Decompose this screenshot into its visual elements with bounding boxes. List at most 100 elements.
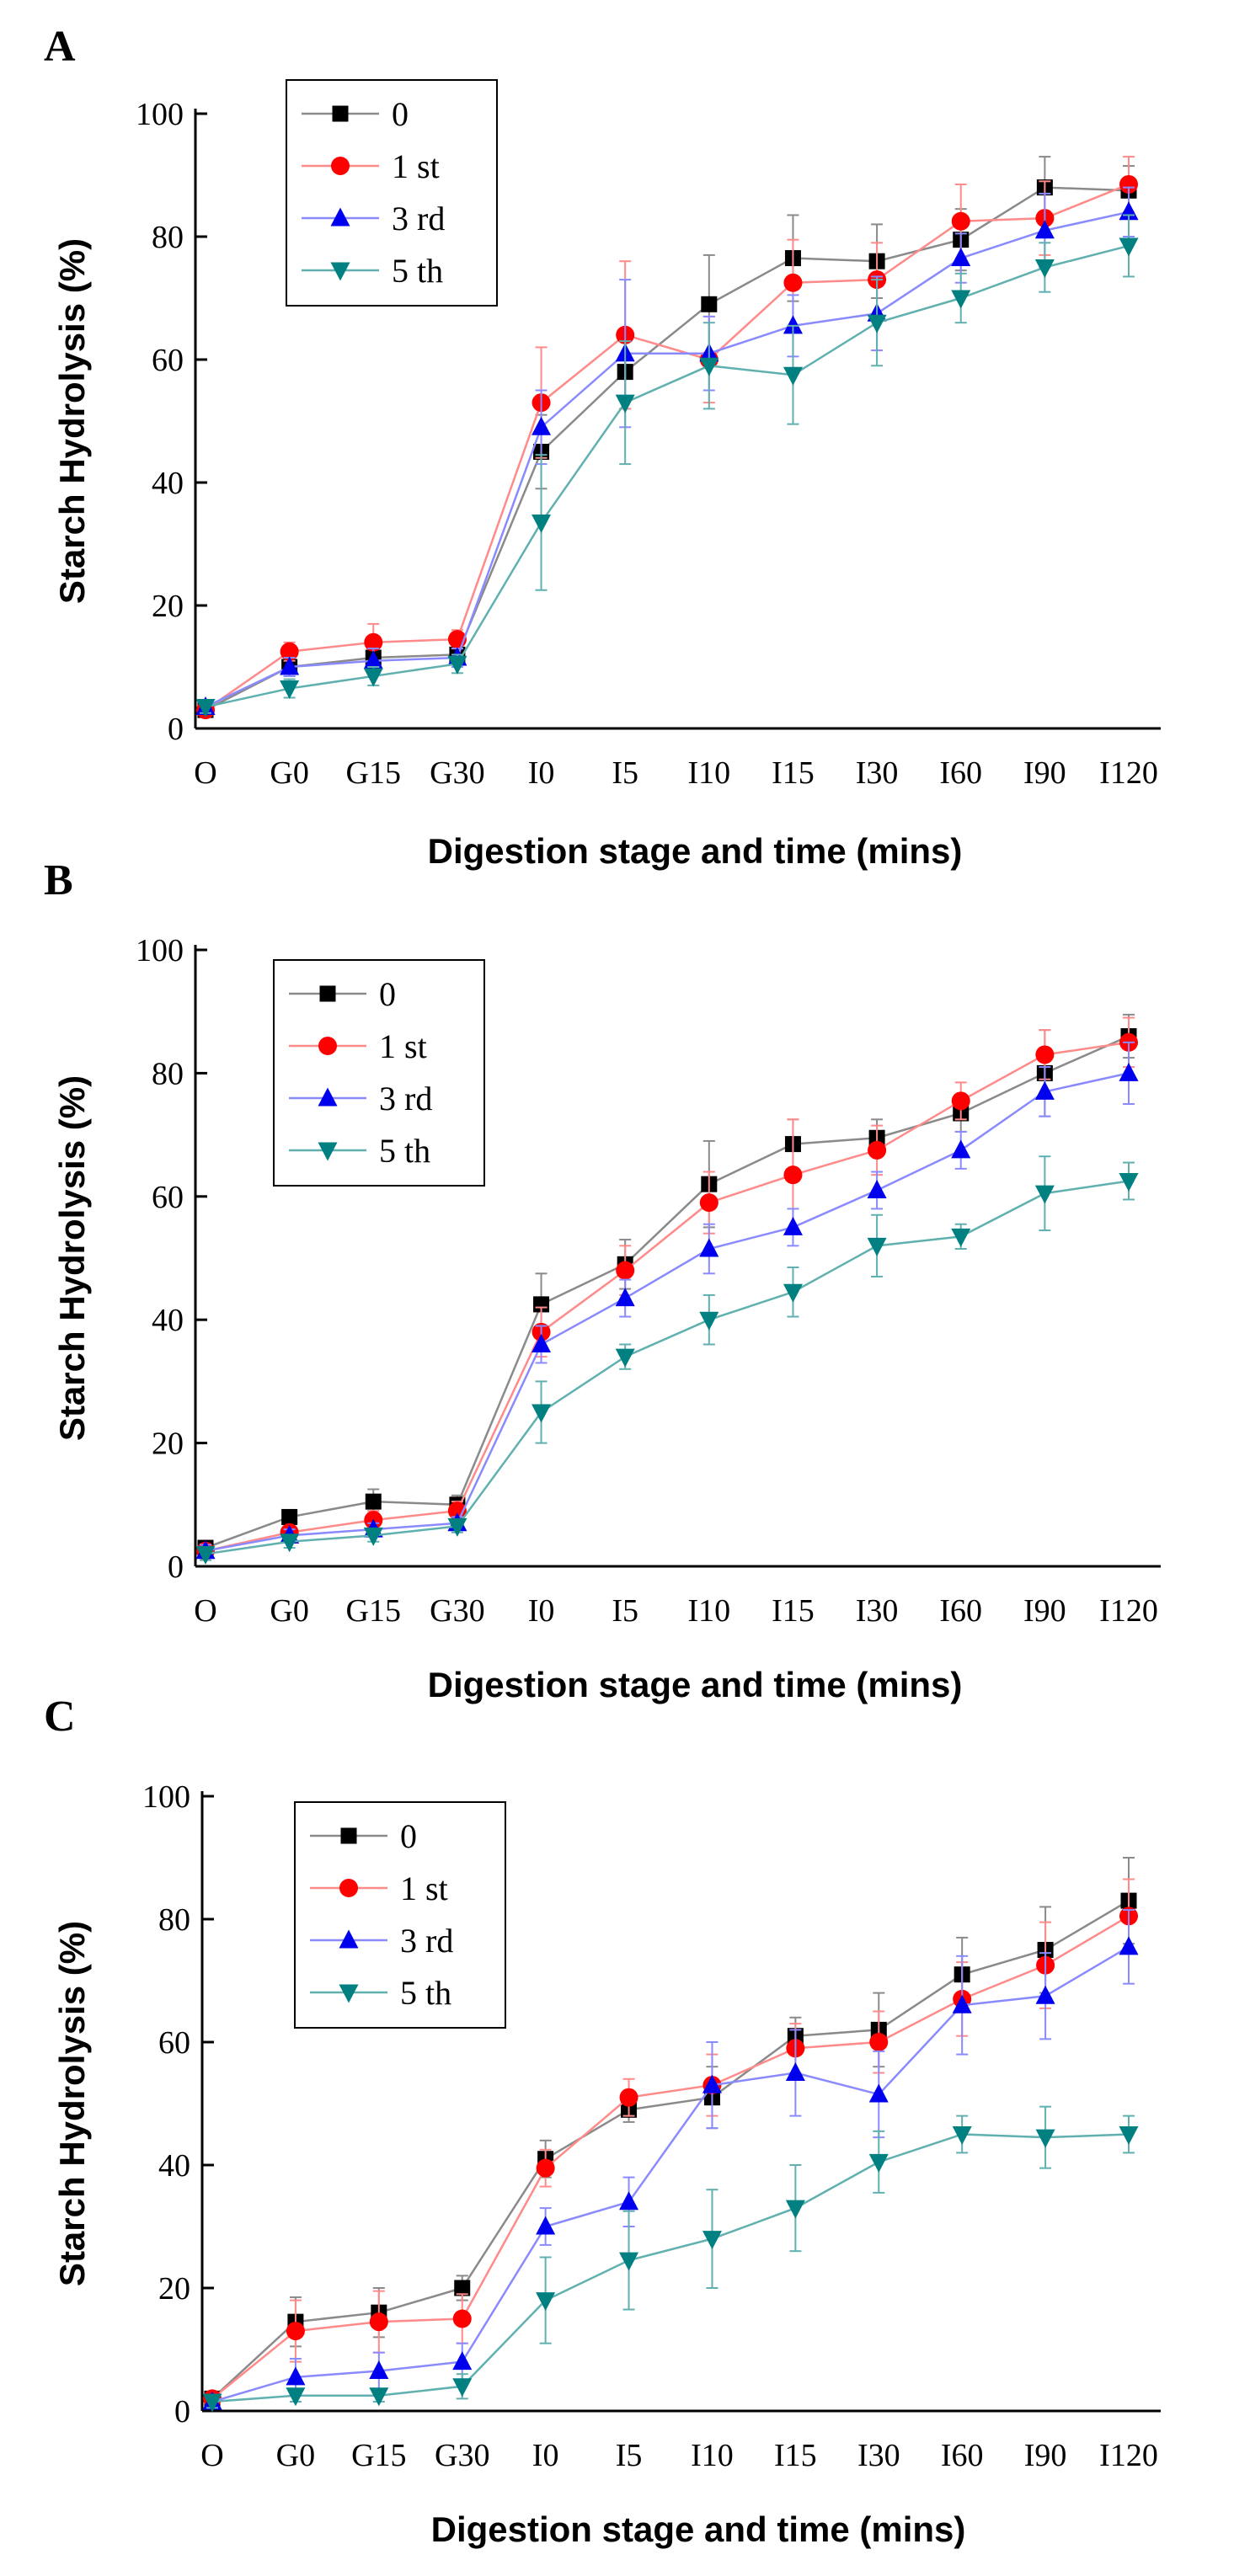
data-point (363, 668, 383, 687)
y-tick-label: 40 (158, 2148, 190, 2184)
series-line (211, 1915, 1130, 2400)
chart-panel-b: B 0 20 40 60 80 100 O G0 G15 G30 I0 I5 I10 I15 I30 I60 I9… (44, 856, 1161, 1704)
data-point (702, 2231, 722, 2250)
x-tick-label: I0 (528, 1593, 555, 1629)
data-point (868, 1140, 887, 1160)
y-tick-label: 40 (152, 466, 184, 501)
legend-box (286, 79, 498, 307)
legend-marker (339, 1929, 359, 1949)
series-line (205, 211, 1130, 708)
y-tick-label: 100 (136, 97, 184, 132)
y-tick-label: 20 (152, 589, 184, 624)
data-point (365, 1493, 382, 1510)
series-5th (195, 1155, 1139, 1565)
series-line (205, 183, 1130, 712)
x-tick-label: G0 (276, 2438, 315, 2473)
legend-entry: 0 (379, 975, 396, 1013)
series-5th (195, 214, 1139, 717)
x-tick-label: G30 (435, 2438, 489, 2473)
x-tick-label: I0 (532, 2438, 559, 2473)
data-point (615, 394, 635, 413)
chart-panel-c: C 0 20 40 60 80 100 O G0 G15 G30 I0 I5 I10 I15 I30 I60 I9… (44, 1693, 1161, 2549)
x-tick-label: I5 (612, 1593, 638, 1629)
data-point (702, 2074, 722, 2093)
data-point (699, 1238, 719, 1257)
data-point (952, 2126, 972, 2145)
data-point (951, 248, 971, 267)
y-tick-label: 0 (168, 712, 184, 747)
legend-marker (340, 1827, 357, 1844)
x-tick-label: I30 (856, 755, 899, 791)
data-point (783, 1165, 803, 1185)
data-point (532, 1404, 552, 1423)
data-point (1119, 1936, 1139, 1955)
x-tick-label: I10 (691, 2438, 734, 2473)
y-tick-label: 100 (142, 1779, 190, 1815)
data-point (280, 642, 299, 661)
data-point (195, 1545, 216, 1565)
data-point (951, 211, 970, 231)
data-point (615, 1348, 635, 1368)
data-point (699, 1311, 719, 1331)
series-line (205, 186, 1130, 712)
data-point (369, 2360, 389, 2380)
y-tick-label: 80 (152, 1056, 184, 1091)
data-point (616, 1261, 635, 1280)
data-point (951, 1228, 971, 1247)
data-point (869, 2033, 889, 2051)
x-tick-label: I120 (1099, 2438, 1158, 2473)
y-tick-label: 60 (158, 2025, 190, 2061)
data-point (536, 2158, 555, 2178)
data-point (951, 1139, 971, 1159)
y-axis-label: Starch Hydrolysis (%) (52, 238, 92, 604)
data-point (867, 1237, 887, 1256)
x-tick-label: G15 (351, 2438, 406, 2473)
x-tick-label: I120 (1099, 755, 1158, 791)
x-tick-label: I90 (1024, 2438, 1067, 2473)
y-axis-label: Starch Hydrolysis (%) (52, 1921, 92, 2286)
legend-entry: 5 th (392, 252, 443, 290)
x-tick-label: I60 (939, 755, 982, 791)
x-tick-label: G30 (430, 755, 484, 791)
legend-entry: 0 (400, 1817, 417, 1855)
data-point (280, 656, 300, 675)
x-tick-label: I0 (528, 755, 555, 791)
data-point (1035, 1045, 1055, 1064)
data-point (202, 2393, 222, 2413)
data-point (533, 1296, 550, 1313)
legend-marker (318, 1142, 338, 1161)
data-point (286, 2322, 305, 2341)
data-point (1119, 2126, 1139, 2145)
data-point (615, 1288, 635, 1307)
legend-marker (332, 105, 349, 122)
x-tick-label: I30 (856, 1593, 899, 1629)
data-point (1034, 1185, 1055, 1204)
x-axis-label: Digestion stage and time (mins) (428, 831, 963, 871)
data-point (951, 1091, 970, 1111)
data-point (447, 1517, 467, 1537)
data-point (785, 2062, 805, 2081)
data-point (699, 357, 719, 376)
series-line (211, 2133, 1130, 2403)
data-point (536, 2292, 556, 2312)
x-tick-label: G15 (346, 755, 401, 791)
x-tick-label: I15 (774, 2438, 817, 2473)
x-tick-label: G15 (346, 1593, 401, 1629)
legend-entry: 0 (392, 95, 409, 133)
x-axis-label: Digestion stage and time (mins) (431, 2509, 966, 2549)
legend-entry: 1 st (392, 147, 440, 185)
data-point (532, 1333, 552, 1352)
x-tick-label: I120 (1099, 1593, 1158, 1629)
data-point (868, 2153, 889, 2173)
panel-letter: A (44, 23, 76, 71)
series-line (205, 1041, 1130, 1552)
series-line (205, 1180, 1130, 1555)
data-point (195, 698, 216, 717)
y-tick-label: 0 (174, 2394, 190, 2429)
x-tick-label: G0 (270, 1593, 308, 1629)
x-tick-label: G30 (430, 1593, 484, 1629)
data-point (280, 680, 300, 700)
data-point (1034, 259, 1055, 278)
data-point (619, 2191, 639, 2211)
